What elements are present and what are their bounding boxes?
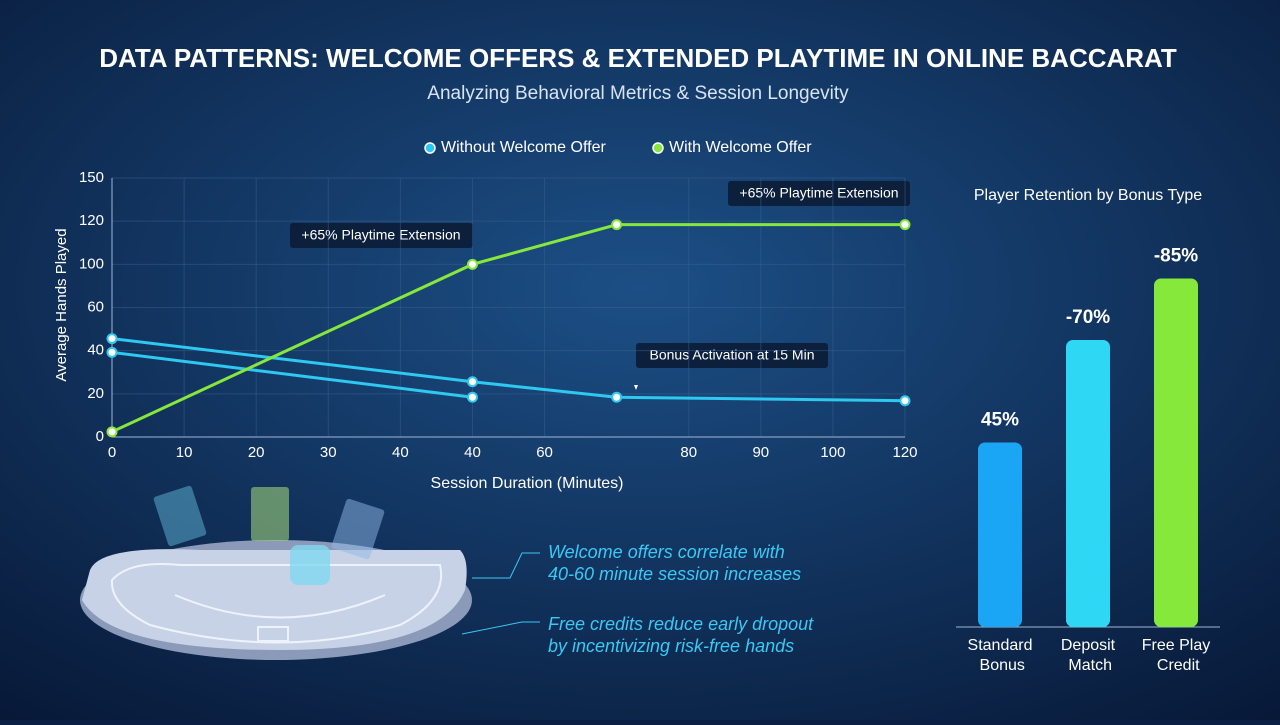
series-line: [111, 337, 906, 403]
y-tick-label: 150: [79, 169, 104, 186]
y-tick-label: 100: [79, 255, 104, 272]
data-point: [611, 219, 623, 231]
x-tick-label: 60: [536, 444, 553, 461]
table-top: [82, 549, 467, 650]
x-tick-label: 20: [248, 444, 265, 461]
data-point: [899, 395, 911, 407]
table-line: [174, 594, 386, 619]
series-line: [111, 223, 905, 434]
annotation: +65% Playtime Extension: [739, 185, 898, 201]
data-point: [106, 426, 118, 438]
legend-marker: [424, 142, 436, 154]
annotation-pointer: [634, 385, 638, 390]
x-tick-label: 30: [320, 444, 337, 461]
title: DATA PATTERNS: WELCOME OFFERS & EXTENDED…: [99, 43, 1177, 73]
bar: [1154, 278, 1198, 627]
legend-marker: [652, 142, 664, 154]
x-tick-label: 0: [108, 444, 116, 461]
annotation: Bonus Activation at 15 Min: [650, 347, 815, 363]
subtitle: Analyzing Behavioral Metrics & Session L…: [427, 83, 849, 104]
y-axis-label: Average Hands Played: [53, 228, 70, 381]
y-tick-label: 40: [87, 342, 104, 359]
table-box: [257, 626, 289, 642]
x-tick-label: 90: [752, 444, 769, 461]
data-point: [106, 333, 118, 345]
bar: [1066, 340, 1110, 627]
x-tick-label: Free Play Credit: [1142, 637, 1210, 674]
x-tick-label: Standard Bonus: [968, 637, 1033, 674]
bar-chart-title: Player Retention by Bonus Type: [974, 187, 1202, 204]
note: by incentivizing risk-free hands: [548, 636, 794, 656]
data-point: [611, 391, 623, 403]
x-tick-label: 120: [892, 444, 917, 461]
annotation-box: [290, 223, 473, 248]
annotation-box: [636, 343, 828, 368]
data-point: [466, 391, 478, 403]
note: 40-60 minute session increases: [548, 564, 801, 584]
y-tick-label: 60: [87, 298, 104, 315]
legend-label: With Welcome Offer: [669, 139, 812, 156]
note: Welcome offers correlate with: [548, 542, 785, 562]
bar: [978, 442, 1022, 627]
value-label: -70%: [1066, 307, 1110, 328]
data-point: [466, 258, 478, 270]
x-tick-label: 100: [820, 444, 845, 461]
annotation: +65% Playtime Extension: [301, 227, 460, 243]
notes: Welcome offers correlate with 40-60 minu…: [461, 542, 814, 656]
y-tick-label: 20: [87, 385, 104, 402]
table-illustration: [80, 485, 472, 660]
data-point: [899, 219, 911, 231]
connector: [461, 621, 540, 635]
card: [251, 487, 289, 541]
card: [331, 498, 385, 560]
annotation-box: [728, 181, 910, 206]
x-tick-label: Deposit Match: [1061, 637, 1116, 674]
card: [153, 485, 207, 547]
data-point: [106, 346, 118, 358]
y-tick-label: 0: [96, 428, 104, 445]
annotations: +65% Playtime Extension +65% Playtime Ex…: [290, 181, 910, 390]
x-tick-label: 80: [680, 444, 697, 461]
x-axis-label: Session Duration (Minutes): [431, 475, 624, 492]
y-tick-label: 120: [79, 212, 104, 229]
chips: [290, 545, 330, 585]
table-line: [110, 563, 443, 644]
connector: [472, 552, 540, 579]
value-label: 45%: [981, 410, 1019, 431]
value-label: -85%: [1154, 246, 1198, 267]
note: Free credits reduce early dropout: [548, 614, 814, 634]
x-tick-label: 40: [464, 444, 481, 461]
legend-label: Without Welcome Offer: [441, 139, 606, 156]
x-tick-label: 40: [392, 444, 409, 461]
x-tick-label: 10: [176, 444, 193, 461]
data-point: [466, 376, 478, 388]
